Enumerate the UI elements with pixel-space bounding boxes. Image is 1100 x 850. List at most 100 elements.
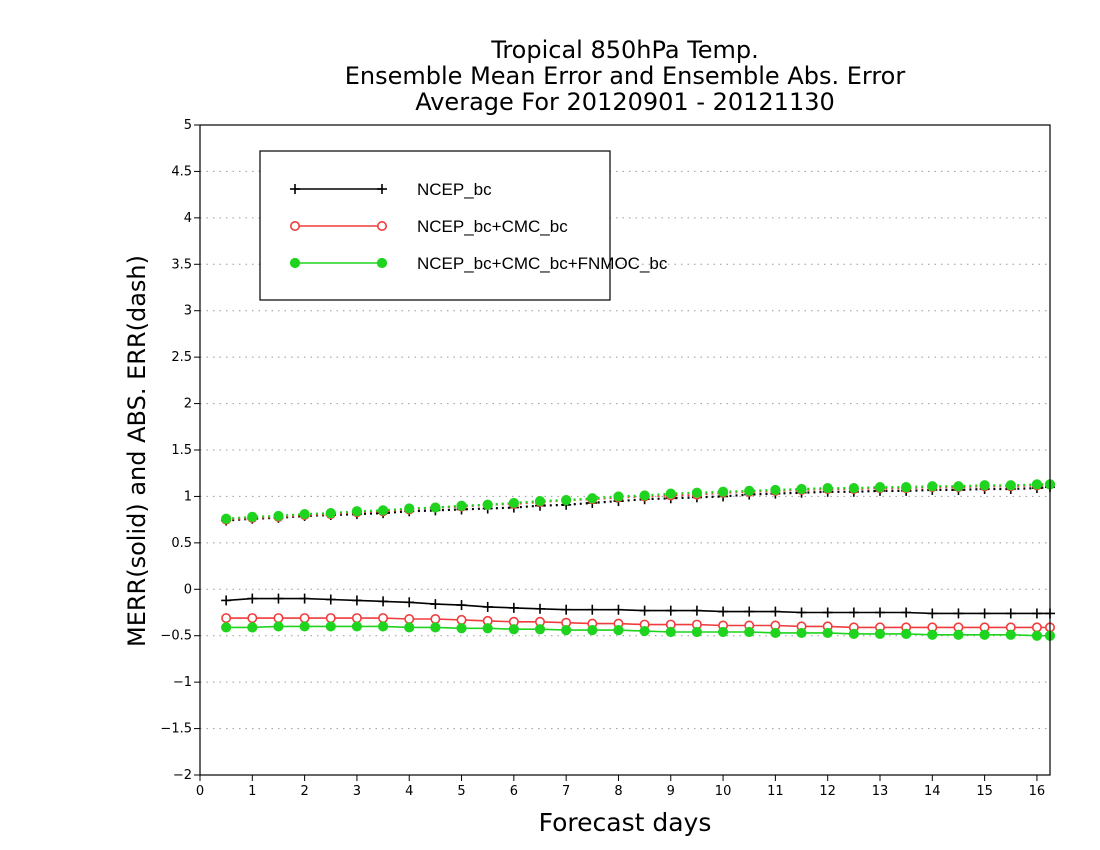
x-tick-label: 1 bbox=[248, 784, 256, 799]
merr-point bbox=[456, 623, 467, 634]
merr-point bbox=[639, 605, 650, 616]
abs-err-point bbox=[273, 510, 284, 522]
abs-err-point bbox=[482, 499, 493, 510]
abs-err-point bbox=[665, 488, 676, 499]
x-tick-label: 8 bbox=[614, 784, 622, 799]
merr-point bbox=[430, 613, 441, 624]
y-tick-label: 1 bbox=[184, 489, 192, 504]
y-tick-label: 1.5 bbox=[171, 443, 192, 458]
merr-point bbox=[796, 627, 807, 639]
abs-err-point bbox=[874, 482, 886, 493]
x-tick-label: 6 bbox=[510, 784, 518, 799]
y-tick-label: 3 bbox=[184, 304, 192, 319]
merr-point bbox=[430, 599, 441, 610]
y-tick-label: 4.5 bbox=[171, 164, 192, 179]
merr-point bbox=[351, 613, 362, 624]
legend-marker bbox=[289, 257, 301, 269]
abs-err-point bbox=[822, 482, 833, 494]
axis-ticks: 54.543.532.521.510.50−0.5−1−1.5−20 1 2 3 4 5 6… bbox=[160, 118, 1045, 799]
legend-label: NCEP_bc+CMC_bc bbox=[417, 217, 568, 236]
merr-point bbox=[1005, 608, 1016, 619]
merr-point bbox=[247, 622, 258, 633]
series-abs-err-line bbox=[226, 483, 1050, 520]
abs-err-point bbox=[901, 482, 912, 493]
x-tick-label: 0 bbox=[196, 784, 204, 799]
abs-err-point bbox=[247, 511, 258, 522]
merr-point bbox=[822, 607, 833, 618]
series-merr-line bbox=[226, 597, 1050, 615]
abs-err-point bbox=[979, 480, 990, 491]
merr-point bbox=[325, 594, 336, 605]
merr-point bbox=[665, 626, 676, 638]
series-lines bbox=[221, 479, 1056, 641]
merr-point bbox=[848, 607, 859, 618]
x-tick-label: 4 bbox=[405, 784, 413, 799]
chart-title-line-3: Average For 20120901 - 20121130 bbox=[415, 88, 835, 116]
merr-point bbox=[273, 593, 284, 604]
merr-point bbox=[535, 603, 545, 614]
abs-err-point bbox=[430, 502, 441, 513]
abs-err-point bbox=[351, 506, 363, 517]
merr-point bbox=[874, 628, 886, 639]
merr-point bbox=[953, 608, 964, 619]
x-tick-label: 16 bbox=[1029, 784, 1046, 799]
merr-point bbox=[404, 613, 415, 624]
merr-point bbox=[482, 601, 493, 612]
merr-point bbox=[325, 621, 336, 632]
x-tick-label: 15 bbox=[976, 784, 993, 799]
y-tick-label: 3.5 bbox=[171, 257, 192, 272]
merr-point bbox=[377, 621, 389, 632]
merr-point bbox=[770, 627, 781, 639]
merr-point bbox=[221, 595, 232, 606]
legend-label: NCEP_bc+CMC_bc+FNMOC_bc bbox=[417, 254, 668, 273]
x-tick-label: 12 bbox=[819, 784, 836, 799]
merr-point bbox=[273, 621, 284, 632]
y-tick-label: 2.5 bbox=[171, 350, 192, 365]
merr-point bbox=[1005, 629, 1016, 640]
series-abs-err-line bbox=[226, 486, 1051, 522]
x-tick-label: 9 bbox=[667, 784, 675, 799]
abs-err-point bbox=[848, 482, 859, 494]
y-tick-label: 5 bbox=[184, 118, 192, 133]
merr-point bbox=[221, 613, 232, 624]
abs-err-point bbox=[953, 481, 964, 492]
merr-point bbox=[927, 608, 938, 619]
abs-err-point bbox=[1031, 479, 1043, 490]
merr-point bbox=[351, 621, 363, 632]
x-tick-label: 13 bbox=[872, 784, 889, 799]
abs-err-point bbox=[691, 487, 703, 498]
merr-point bbox=[378, 596, 389, 607]
legend-marker bbox=[376, 257, 388, 269]
y-tick-label: −1.5 bbox=[160, 722, 192, 737]
abs-err-point bbox=[456, 500, 467, 511]
abs-err-point bbox=[299, 508, 310, 520]
merr-point bbox=[534, 624, 546, 635]
legend-marker bbox=[377, 184, 387, 194]
merr-point bbox=[718, 606, 729, 617]
merr-point bbox=[482, 623, 493, 634]
merr-point bbox=[639, 625, 650, 637]
merr-point bbox=[561, 604, 572, 615]
legend-label: NCEP_bc bbox=[417, 180, 492, 199]
merr-point bbox=[691, 605, 702, 616]
legend-marker bbox=[376, 221, 387, 232]
abs-err-point bbox=[377, 505, 389, 516]
x-tick-label: 2 bbox=[300, 784, 308, 799]
merr-point bbox=[691, 626, 703, 638]
chart-title-line-2: Ensemble Mean Error and Ensemble Abs. Er… bbox=[344, 62, 906, 90]
merr-point bbox=[587, 625, 598, 636]
merr-point bbox=[717, 626, 729, 638]
abs-err-point bbox=[613, 491, 624, 502]
merr-point bbox=[848, 628, 859, 639]
abs-err-point bbox=[639, 490, 650, 501]
merr-point bbox=[456, 614, 467, 625]
abs-err-point bbox=[508, 497, 519, 509]
x-tick-label: 7 bbox=[562, 784, 570, 799]
merr-point bbox=[613, 604, 624, 615]
x-tick-label: 14 bbox=[924, 784, 941, 799]
merr-point bbox=[508, 602, 519, 613]
merr-point bbox=[822, 627, 833, 639]
merr-point bbox=[351, 595, 362, 606]
y-axis-title: MERR(solid) and ABS. ERR(dash) bbox=[123, 255, 151, 647]
